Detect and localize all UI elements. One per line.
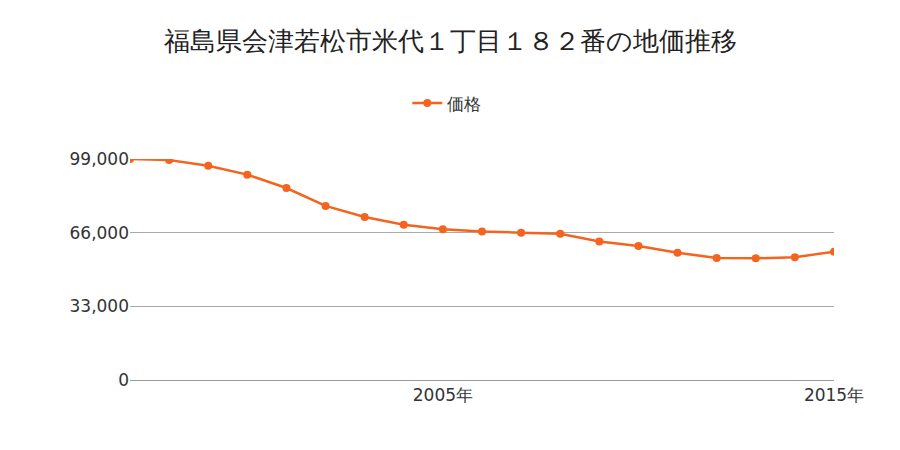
- svg-text:66,000: 66,000: [70, 223, 129, 243]
- svg-text:福島県会津若松市米代１丁目１８２番の地価推移: 福島県会津若松市米代１丁目１８２番の地価推移: [164, 26, 737, 56]
- svg-text:2005年: 2005年: [413, 385, 473, 405]
- svg-text:33,000: 33,000: [70, 296, 129, 316]
- svg-text:2015年: 2015年: [804, 385, 864, 405]
- svg-text:99,000: 99,000: [70, 149, 129, 169]
- svg-text:0: 0: [118, 370, 129, 390]
- svg-text:価格: 価格: [447, 94, 481, 114]
